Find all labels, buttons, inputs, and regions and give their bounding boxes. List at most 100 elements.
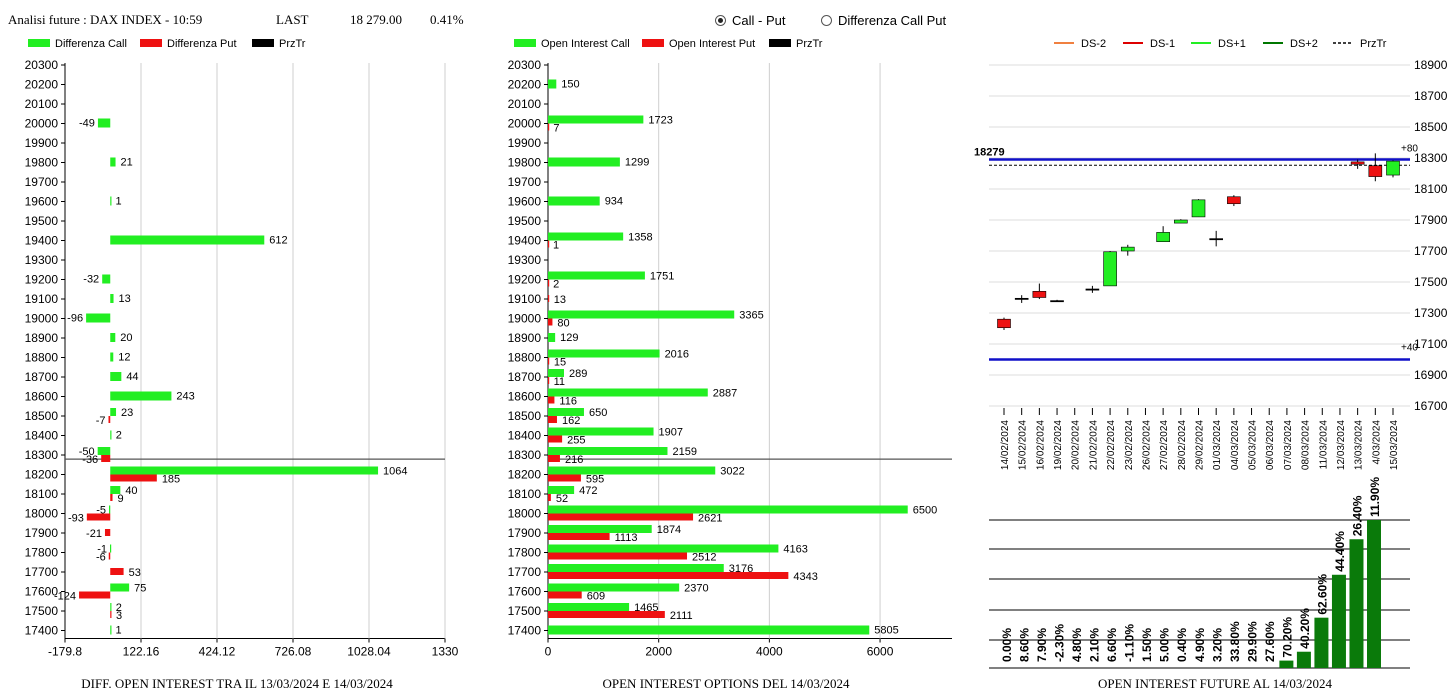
diff-ylabel-20100: 20100	[25, 97, 59, 111]
oi-ylabel-18600: 18600	[508, 390, 542, 404]
candle-body-10	[1174, 219, 1188, 224]
candle-body-6	[1103, 251, 1117, 287]
diff-ylabel-18800: 18800	[25, 351, 59, 365]
oi-call-label-19800: 1299	[625, 157, 649, 169]
oi-future-label-6: 6.60%	[1105, 628, 1119, 662]
oi-call-bar-20200	[548, 79, 557, 89]
oi-call-label-17800: 4163	[783, 544, 807, 556]
candle-xlabel-3: 19/02/2024	[1053, 420, 1064, 470]
candle-ylabel-18700: 18700	[1414, 89, 1448, 103]
oi-put-label-19400: 1	[553, 240, 559, 252]
oi-ylabel-18400: 18400	[508, 429, 542, 443]
candle-ylabel-18300: 18300	[1414, 151, 1448, 165]
oi-call-label-20000: 1723	[648, 115, 672, 127]
radio-differenza-indicator[interactable]	[821, 15, 832, 26]
diff-call-label-18600: 243	[176, 391, 194, 403]
oi-ylabel-17500: 17500	[508, 604, 542, 618]
diff-ylabel-19500: 19500	[25, 214, 59, 228]
diff-put-bar-18200	[110, 474, 157, 482]
legend-label-0: DS-2	[1081, 38, 1106, 50]
legend-label-1: Differenza Put	[167, 38, 237, 50]
legend-label-2: PrzTr	[279, 38, 306, 50]
diff-call-bar-19200	[102, 274, 111, 284]
diff-put-label-18500: -7	[96, 415, 106, 427]
oi-ylabel-20000: 20000	[508, 117, 542, 131]
diff-call-bar-19100	[110, 294, 114, 303]
oi-put-bar-18000	[548, 513, 694, 521]
diff-call-label-18900: 20	[120, 332, 132, 344]
diff-put-label-18300: -36	[82, 454, 98, 466]
radio-call-put[interactable]: Call - Put	[715, 13, 785, 28]
diff-put-bar-18500	[108, 416, 111, 423]
candle-ylabel-17700: 17700	[1414, 244, 1448, 258]
candle-ylabel-16700: 16700	[1414, 399, 1448, 413]
diff-title: DIFF. OPEN INTEREST TRA IL 13/03/2024 E …	[81, 676, 393, 691]
diff-call-bar-17800	[110, 544, 112, 553]
oi-future-label-8: 1.50%	[1140, 628, 1154, 662]
oi-put-label-18100: 52	[556, 493, 568, 505]
diff-call-label-19100: 13	[119, 293, 131, 305]
diff-call-bar-17500	[110, 603, 112, 611]
candle-body-5	[1085, 288, 1100, 291]
radio-call-put-indicator[interactable]	[715, 15, 726, 26]
diff-ylabel-19100: 19100	[25, 292, 59, 306]
oi-call-label-19200: 1751	[650, 271, 674, 283]
oi-put-label-20000: 7	[553, 123, 559, 135]
radio-differenza-call-put[interactable]: Differenza Call Put	[821, 13, 946, 28]
diff-call-bar-18100	[110, 486, 121, 494]
oi-call-bar-17700	[548, 564, 724, 572]
legend-label-1: DS-1	[1150, 38, 1175, 50]
diff-put-label-17700: 53	[129, 567, 141, 579]
diff-ylabel-19400: 19400	[25, 234, 59, 248]
oi-call-bar-19800	[548, 157, 620, 167]
diff-put-bar-17900	[104, 529, 111, 536]
diff-xlabel-1: 122.16	[123, 645, 160, 659]
candle-body-13	[1227, 196, 1241, 205]
diff-call-label-18000: -5	[96, 505, 106, 517]
candle-ylabel-18900: 18900	[1414, 58, 1448, 72]
oi-ylabel-18200: 18200	[508, 468, 542, 482]
oi-put-label-17600: 609	[587, 591, 605, 603]
oi-put-bar-18800	[548, 357, 550, 365]
oi-ylabel-19200: 19200	[508, 273, 542, 287]
oi-put-bar-18100	[548, 494, 551, 501]
candle-xlabel-7: 23/02/2024	[1124, 420, 1135, 470]
oi-future-label-4: 4.80%	[1070, 628, 1084, 662]
diff-call-label-19400: 612	[269, 235, 287, 247]
candle-body-21	[1368, 165, 1383, 177]
legend-swatch-2	[769, 39, 791, 47]
oi-future-label-13: 33.80%	[1228, 621, 1242, 662]
oi-call-bar-18800	[548, 349, 660, 358]
legend-swatch-0	[514, 39, 536, 47]
legend-swatch-1	[642, 39, 664, 47]
candle-xlabel-5: 21/02/2024	[1088, 420, 1099, 470]
oi-ylabel-18700: 18700	[508, 370, 542, 384]
oi-future-label-1: 8.60%	[1018, 628, 1032, 662]
oi-call-bar-19400	[548, 232, 624, 241]
diff-put-label-17800: -6	[96, 552, 106, 564]
diff-call-bar-17600	[110, 583, 130, 592]
diff-ylabel-18200: 18200	[25, 468, 59, 482]
diff-ylabel-19000: 19000	[25, 312, 59, 326]
diff-call-bar-18000	[108, 505, 111, 514]
oi-ylabel-17700: 17700	[508, 565, 542, 579]
diff-ylabel-20000: 20000	[25, 117, 59, 131]
oi-future-bar-19	[1331, 574, 1346, 668]
diff-xlabel-2: 424.12	[199, 645, 236, 659]
oi-call-label-18000: 6500	[913, 505, 937, 517]
diff-put-label-18200: 185	[162, 474, 180, 486]
oi-put-label-18800: 15	[554, 357, 566, 369]
oi-ylabel-17400: 17400	[508, 624, 542, 638]
candle-body-11	[1191, 199, 1206, 218]
oi-ylabel-17800: 17800	[508, 546, 542, 560]
diff-ylabel-19800: 19800	[25, 156, 59, 170]
diff-xlabel-3: 726.08	[275, 645, 312, 659]
oi-xlabel-0: 0	[545, 645, 552, 659]
oi-put-label-17900: 1113	[615, 532, 638, 544]
oi-future-label-14: 29.90%	[1245, 621, 1259, 662]
oi-xlabel-3: 6000	[867, 645, 894, 659]
diff-put-bar-17800	[108, 552, 111, 560]
oi-call-label-18700: 289	[569, 368, 587, 380]
legend-label-0: Differenza Call	[55, 38, 127, 50]
oi-call-bar-20000	[548, 115, 644, 124]
